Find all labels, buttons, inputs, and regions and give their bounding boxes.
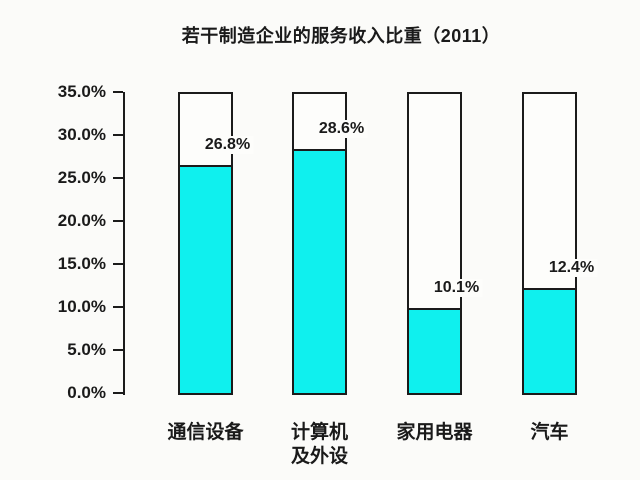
x-category-label-line: 及外设 bbox=[290, 446, 349, 467]
y-tick-label: 15.0% bbox=[57, 254, 106, 273]
bar-value-label: 28.6% bbox=[315, 120, 368, 138]
y-tick-label: 35.0% bbox=[57, 82, 106, 101]
bar-fill bbox=[522, 288, 577, 395]
y-tick-label: 5.0% bbox=[67, 340, 106, 359]
x-category-label-line: 通信设备 bbox=[167, 422, 244, 443]
y-axis-tick bbox=[113, 91, 123, 93]
bar-fill bbox=[178, 165, 233, 395]
x-category-label-line: 家用电器 bbox=[396, 422, 473, 443]
x-category-label: 计算机 及外设 bbox=[291, 421, 348, 469]
y-tick-label: 0.0% bbox=[67, 383, 106, 402]
y-tick-label: 10.0% bbox=[57, 297, 106, 316]
bar-value-label: 12.4% bbox=[545, 259, 598, 277]
x-category-label: 汽车 bbox=[530, 421, 568, 445]
y-axis-tick bbox=[113, 263, 123, 265]
bar-value-label: 26.8% bbox=[201, 136, 254, 154]
y-axis-tick bbox=[113, 306, 123, 308]
bar-fill bbox=[407, 308, 462, 395]
x-category-label-line: 计算机 bbox=[290, 422, 349, 443]
bar-value-label: 10.1% bbox=[430, 279, 483, 297]
y-axis-tick bbox=[113, 220, 123, 222]
y-axis-tick bbox=[113, 134, 123, 136]
bar-fill bbox=[292, 149, 347, 395]
y-axis-tick bbox=[113, 349, 123, 351]
y-axis-tick bbox=[113, 392, 123, 394]
x-category-label: 家用电器 bbox=[396, 421, 472, 445]
x-category-label: 通信设备 bbox=[167, 421, 243, 445]
chart-title: 若干制造企业的服务收入比重（2011） bbox=[181, 26, 501, 46]
y-tick-label: 20.0% bbox=[57, 211, 106, 230]
y-axis-line bbox=[123, 92, 125, 395]
y-axis-tick bbox=[113, 177, 123, 179]
y-tick-label: 25.0% bbox=[57, 168, 106, 187]
y-tick-label: 30.0% bbox=[57, 125, 106, 144]
x-category-label-line: 汽车 bbox=[530, 422, 569, 443]
